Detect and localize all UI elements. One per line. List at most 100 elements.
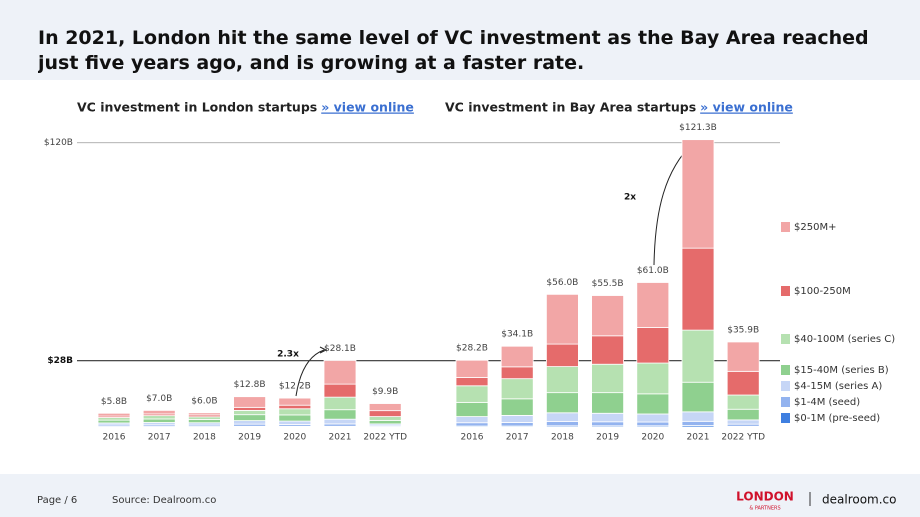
bar-segment — [142, 418, 176, 423]
bar-segment — [278, 414, 312, 422]
bar-segment — [142, 410, 176, 415]
source: Source: Dealroom.co — [112, 495, 216, 506]
bar-segment — [681, 247, 715, 331]
bar-segment — [681, 411, 715, 422]
legend-swatch — [781, 365, 790, 375]
bar-segment — [546, 392, 579, 414]
x-tick-label: 2020 — [641, 433, 664, 443]
bar-segment — [455, 377, 489, 387]
bar-segment — [455, 401, 489, 417]
bar-segment — [233, 396, 267, 408]
chart-subtitle: VC investment in Bay Area startups — [445, 100, 696, 115]
y-tick-label: $28B — [47, 356, 73, 366]
x-tick-label: 2022 YTD — [363, 433, 407, 443]
bar-segment — [233, 414, 267, 422]
total-label: $5.8B — [101, 397, 127, 407]
annotation: 2x — [624, 193, 636, 203]
bar-segment — [636, 421, 670, 427]
bar-segment — [636, 393, 670, 415]
bar-segment — [323, 396, 357, 411]
legend-swatch — [781, 381, 790, 391]
bar-segment — [591, 412, 624, 423]
bar-segment — [636, 282, 670, 328]
total-label: $34.1B — [501, 330, 533, 340]
bar-segment — [681, 139, 715, 249]
bar-segment — [500, 366, 534, 380]
bar-segment — [97, 412, 131, 417]
total-label: $6.0B — [191, 396, 217, 406]
bar-segment — [546, 412, 579, 422]
total-label: $28.2B — [456, 344, 488, 354]
page-number: Page / 6 — [37, 495, 77, 506]
legend-label: $4-15M (series A) — [794, 381, 882, 392]
bar-segment — [636, 413, 670, 423]
x-tick-label: 2016 — [103, 433, 126, 443]
x-tick-label: 2020 — [283, 433, 306, 443]
bar-segment — [591, 335, 624, 365]
legend-label: $100-250M — [794, 286, 851, 297]
view-online-link[interactable]: » view online — [700, 100, 793, 115]
x-tick-label: 2017 — [506, 433, 529, 443]
bar-segment — [455, 359, 489, 378]
bar-segment — [187, 412, 221, 416]
legend-swatch — [781, 397, 790, 407]
legend-label: $15-40M (series B) — [794, 365, 889, 376]
total-label: $121.3B — [679, 123, 717, 133]
logo: dealroom.co — [822, 493, 896, 507]
bar-segment — [726, 419, 760, 425]
bar-segment — [368, 410, 402, 417]
x-tick-label: 2018 — [193, 433, 216, 443]
total-label: $12.2B — [279, 382, 311, 392]
y-tick-label: $120B — [44, 138, 73, 148]
bar-segment — [323, 360, 357, 385]
bar-segment — [142, 415, 176, 420]
bar-segment — [591, 392, 624, 414]
legend-swatch — [781, 413, 790, 423]
view-online-link[interactable]: » view online — [321, 100, 414, 115]
bar-segment — [500, 345, 534, 368]
legend-swatch — [781, 286, 790, 296]
total-label: $61.0B — [637, 266, 669, 276]
bar-segment — [726, 341, 760, 372]
header-bg — [0, 0, 920, 80]
bar-segment — [323, 383, 357, 398]
footer-bg — [0, 474, 920, 517]
x-tick-label: 2022 YTD — [721, 433, 765, 443]
bar-segment — [546, 293, 579, 345]
bar-segment — [500, 422, 534, 427]
bar-segment — [187, 419, 221, 424]
x-tick-label: 2019 — [596, 433, 619, 443]
bar-segment — [726, 370, 760, 396]
x-tick-label: 2018 — [551, 433, 574, 443]
bar-segment — [278, 420, 312, 425]
bar-segment — [591, 363, 624, 394]
bar-segment — [726, 408, 760, 421]
x-tick-label: 2021 — [329, 433, 352, 443]
total-label: $7.0B — [146, 394, 172, 404]
bar-segment — [278, 408, 312, 416]
legend-label: $0-1M (pre-seed) — [794, 413, 880, 424]
bar-segment — [278, 404, 312, 410]
bar-segment — [681, 329, 715, 383]
arrowhead — [319, 346, 328, 354]
bar-segment — [726, 394, 760, 410]
logo-sub: & PARTNERS — [749, 506, 780, 512]
bar-segment — [368, 403, 402, 412]
bar-segment — [368, 416, 402, 421]
bar-segment — [500, 378, 534, 400]
bar-segment — [681, 381, 715, 413]
legend-swatch — [781, 222, 790, 232]
legend-label: $1-4M (seed) — [794, 397, 860, 408]
bar-segment — [455, 385, 489, 403]
bar-segment — [636, 362, 670, 395]
bar-segment — [636, 327, 670, 364]
bar-segment — [233, 410, 267, 416]
bar-segment — [546, 366, 579, 394]
bar-segment — [500, 398, 534, 416]
total-label: $55.5B — [592, 279, 624, 289]
bar-segment — [368, 419, 402, 425]
x-tick-label: 2017 — [148, 433, 171, 443]
x-tick-label: 2019 — [238, 433, 261, 443]
chart-subtitle: VC investment in London startups — [77, 100, 317, 115]
